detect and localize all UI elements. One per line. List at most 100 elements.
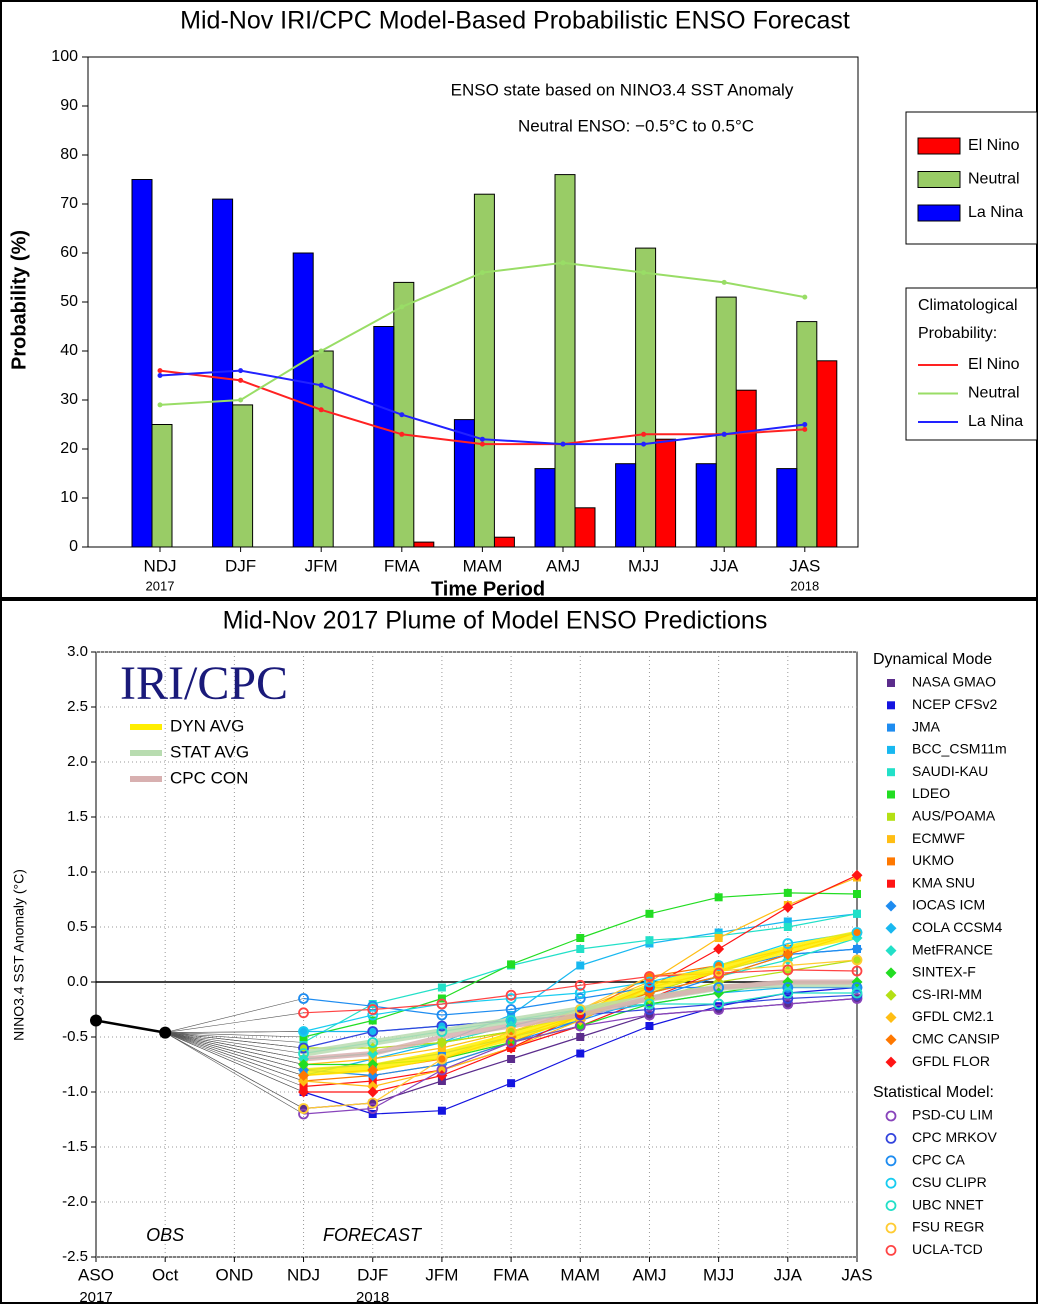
- x-tick-label: Oct: [152, 1265, 179, 1284]
- x-tick-label: MJJ: [628, 556, 659, 575]
- bar: [473, 193, 495, 548]
- legend-label: SAUDI-KAU: [912, 763, 988, 779]
- legend-label: UKMO: [912, 852, 954, 868]
- model-marker: [885, 1200, 897, 1211]
- model-marker: [576, 934, 585, 942]
- model-marker: [885, 1245, 897, 1256]
- connector: [165, 1032, 304, 1054]
- model-marker: [436, 1009, 448, 1021]
- y-tick-label: 10: [60, 489, 78, 506]
- model-marker: [851, 965, 863, 977]
- x-tick-label: JAS: [789, 556, 820, 575]
- plot-area: [95, 651, 858, 1258]
- model-marker: [367, 1103, 379, 1114]
- legend-label: FSU REGR: [912, 1219, 984, 1235]
- model-marker: [298, 1007, 309, 1019]
- chart-title: Mid-Nov IRI/CPC Model-Based Probabilisti…: [180, 7, 850, 35]
- climatology-point: [479, 441, 485, 447]
- model-marker: [298, 1103, 309, 1114]
- legend-title: Statistical Model:: [873, 1084, 994, 1101]
- model-marker: [885, 967, 897, 979]
- legend-title: Climatological: [918, 297, 1018, 314]
- forecast-label: FORECAST: [323, 1225, 423, 1245]
- annotation: Neutral ENSO: −0.5°C to 0.5°C: [518, 116, 754, 135]
- y-tick-label: 100: [51, 48, 78, 65]
- bar: [655, 438, 677, 548]
- model-marker: [782, 993, 794, 1004]
- y-tick-label: -2.5: [62, 1248, 88, 1265]
- model-marker: [298, 993, 309, 1004]
- x-tick-label: MAM: [560, 1265, 600, 1284]
- model-marker: [574, 979, 586, 991]
- y-tick-label: 80: [60, 146, 78, 163]
- model-marker: [298, 1048, 309, 1059]
- model-marker: [574, 1009, 586, 1021]
- climatology-point: [157, 373, 163, 378]
- legend-label: AUS/POAMA: [912, 808, 996, 824]
- model-marker: [505, 1037, 517, 1048]
- model-marker: [713, 943, 725, 955]
- model-marker: [505, 1015, 517, 1026]
- legend-label: CPC CON: [170, 768, 248, 787]
- legend-label: IOCAS ICM: [912, 897, 985, 913]
- model-marker: [299, 1104, 308, 1113]
- y-tick-label: 2.0: [67, 753, 88, 770]
- y-tick-label: 0: [69, 538, 78, 555]
- model-marker: [368, 1110, 377, 1118]
- model-marker: [437, 994, 446, 1003]
- model-marker: [853, 994, 861, 1003]
- climatology-point: [641, 441, 647, 447]
- y-tick-label: 70: [60, 195, 78, 212]
- model-marker: [714, 1002, 723, 1011]
- climatology-point: [721, 431, 727, 437]
- model-marker: [887, 768, 895, 777]
- model-marker: [782, 901, 794, 913]
- model-marker: [298, 1086, 310, 1098]
- legend-label: UCLA-TCD: [912, 1241, 983, 1257]
- y-tick-label: 60: [60, 244, 78, 261]
- obs-line: [95, 1019, 166, 1034]
- legend-title: Dynamical Mode: [873, 651, 992, 668]
- y-tick-label: 2.5: [67, 698, 88, 715]
- legend-swatch: [917, 204, 961, 222]
- model-marker: [713, 967, 725, 979]
- model-marker: [645, 1011, 654, 1019]
- legend-label: CMC CANSIP: [912, 1031, 1000, 1047]
- legend-label: STAT AVG: [170, 742, 249, 761]
- connector: [165, 1032, 304, 1076]
- model-marker: [885, 900, 897, 912]
- y-tick-label: 30: [60, 391, 78, 408]
- legend-label: CS-IRI-MM: [912, 986, 982, 1002]
- bar: [776, 468, 798, 548]
- y-tick-label: 40: [60, 342, 78, 359]
- legend-label: PSD-CU LIM: [912, 1107, 993, 1123]
- connector: [165, 1032, 304, 1071]
- model-marker: [714, 893, 723, 902]
- x-year-label: 2017: [79, 1289, 112, 1304]
- model-marker: [367, 1037, 379, 1048]
- model-marker: [887, 723, 895, 732]
- legend-label: GFDL FLOR: [912, 1053, 990, 1069]
- model-marker: [505, 1026, 517, 1037]
- model-marker: [574, 1004, 586, 1015]
- model-marker: [885, 1056, 897, 1068]
- legend-swatch: [917, 137, 961, 155]
- model-marker: [713, 982, 725, 993]
- climatology-point: [479, 436, 485, 442]
- bar: [715, 296, 737, 548]
- model-marker: [885, 1155, 897, 1167]
- y-tick-label: 0.0: [67, 973, 88, 990]
- model-marker: [782, 938, 794, 949]
- model-marker: [436, 998, 448, 1010]
- y-tick-label: 50: [60, 293, 78, 310]
- x-year-label: 2018: [356, 1289, 389, 1304]
- legend-label: CPC MRKOV: [912, 1129, 997, 1145]
- model-marker: [851, 954, 863, 966]
- connector: [165, 1032, 304, 1038]
- model-marker: [783, 917, 792, 926]
- legend-label: GFDL CM2.1: [912, 1008, 994, 1024]
- connector: [165, 1032, 304, 1043]
- legend-label: Neutral: [968, 385, 1020, 402]
- bar: [131, 179, 153, 548]
- model-marker: [644, 1009, 655, 1021]
